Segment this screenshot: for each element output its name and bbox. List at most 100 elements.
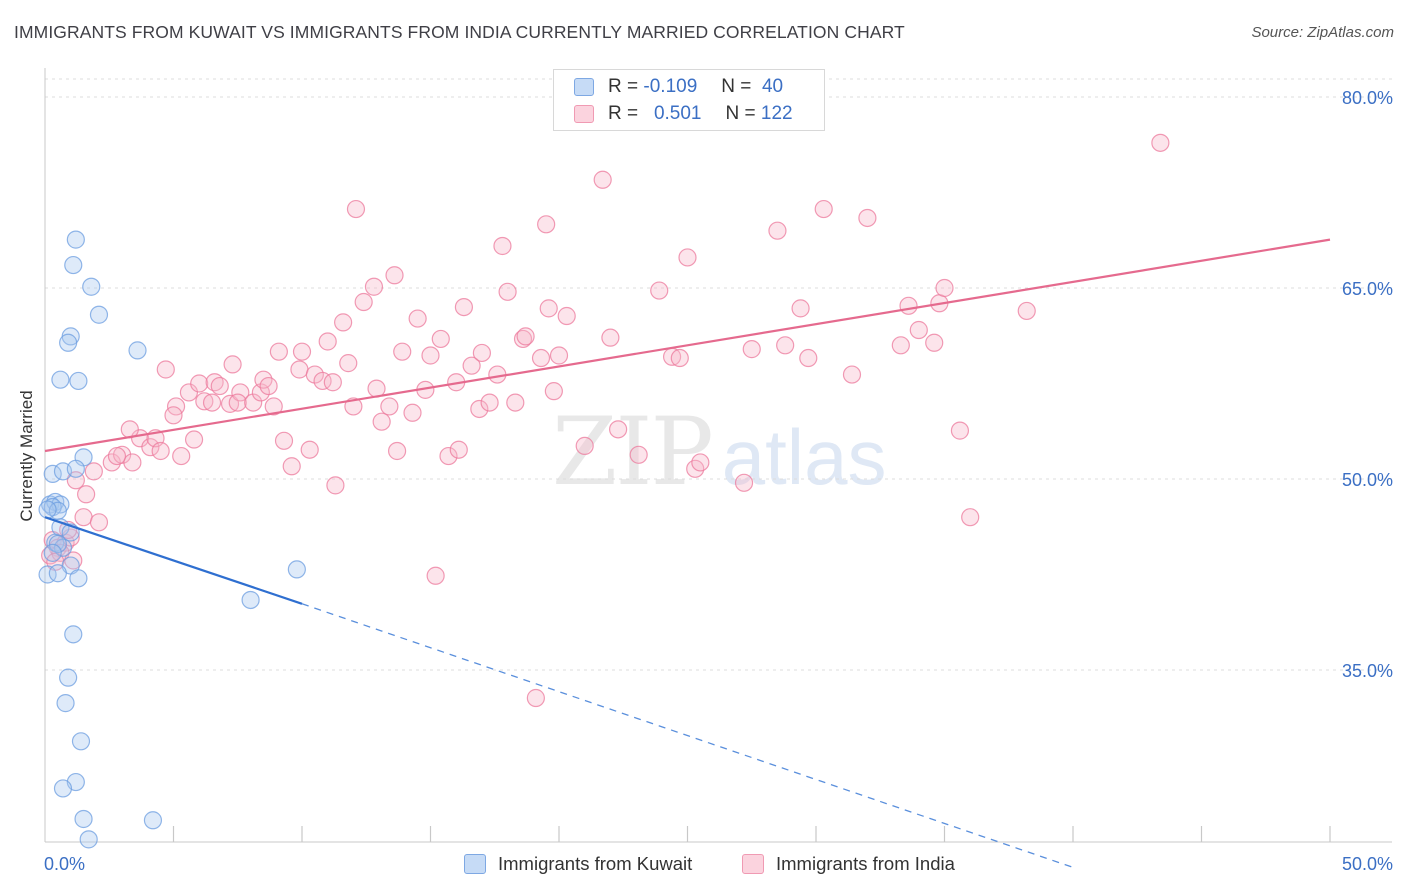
india-point [498, 282, 517, 301]
india-point [842, 365, 862, 384]
india-point [470, 399, 489, 419]
kuwait-point [66, 459, 85, 478]
y-tick-label: 50.0% [1342, 470, 1393, 490]
india-point [742, 340, 761, 359]
india-point [372, 412, 391, 431]
kuwait-point [74, 809, 93, 829]
india-point [77, 485, 96, 504]
india-point [691, 453, 710, 472]
india-point [539, 299, 558, 318]
legend-swatch-kuwait [574, 78, 594, 96]
india-point [961, 508, 980, 527]
legend-n-value: 122 [760, 103, 793, 124]
india-point [89, 513, 109, 532]
legend-r-label: R = [608, 76, 639, 97]
legend-n-value: 40 [761, 76, 784, 97]
kuwait-trend-line [44, 516, 303, 605]
india-point [925, 333, 944, 352]
kuwait-point [38, 500, 57, 519]
india-point [493, 236, 512, 256]
bottom-legend-swatch-kuwait [464, 854, 486, 874]
kuwait-point [143, 811, 163, 830]
india-point [387, 441, 407, 461]
india-point [531, 348, 551, 368]
chart-title: IMMIGRANTS FROM KUWAIT VS IMMIGRANTS FRO… [14, 22, 905, 42]
india-point [326, 476, 345, 495]
india-point [190, 374, 209, 393]
india-point [64, 551, 83, 570]
india-point [385, 266, 404, 285]
kuwait-point [69, 371, 88, 391]
legend-r-value: -0.109 [643, 76, 698, 97]
kuwait-point [59, 668, 78, 687]
source-credit: Source: ZipAtlas.com [1251, 24, 1394, 41]
bottom-legend-kuwait: Immigrants from Kuwait [464, 851, 692, 877]
bottom-legend-label-india: Immigrants from India [776, 853, 955, 874]
india-point [408, 309, 427, 328]
y-tick-label: 80.0% [1342, 88, 1393, 108]
india-point [768, 221, 787, 240]
india-point [403, 403, 422, 422]
legend-row-india: R = 0.501 N = 122 [574, 102, 793, 126]
legend-r-label: R = [608, 103, 639, 124]
kuwait-point [48, 564, 67, 583]
india-point [609, 420, 628, 439]
kuwait-point [43, 543, 62, 562]
india-point [449, 440, 468, 459]
india-point [899, 296, 918, 315]
x-tick-label: 0.0% [44, 854, 85, 874]
india-point [537, 215, 556, 234]
bottom-legend-swatch-india [742, 854, 764, 874]
kuwait-point [128, 341, 147, 360]
kuwait-point [66, 230, 85, 249]
india-point [935, 278, 954, 298]
india-point [670, 348, 689, 368]
india-point [650, 281, 669, 300]
kuwait-point [56, 694, 75, 713]
india-point [480, 393, 499, 412]
india-point [549, 346, 569, 365]
india-point [439, 446, 458, 466]
india-point [292, 342, 312, 361]
india-point [858, 208, 877, 228]
india-point [891, 336, 910, 355]
india-point [74, 508, 93, 527]
india-point [334, 313, 353, 332]
kuwait-point [69, 569, 88, 588]
india-point [593, 170, 612, 189]
kuwait-point [71, 732, 91, 751]
legend-n-label: N = [725, 103, 756, 124]
india-point [244, 393, 263, 412]
india-point [364, 277, 384, 296]
india-point [380, 397, 399, 416]
india-point [228, 393, 247, 412]
india-point [1151, 133, 1170, 152]
kuwait-point [64, 625, 83, 644]
india-point [1017, 301, 1036, 321]
india-point [472, 343, 491, 363]
india-point [84, 462, 103, 481]
india-point [426, 566, 445, 585]
india-point [776, 336, 795, 355]
kuwait-point [241, 590, 260, 610]
kuwait-point [59, 333, 78, 352]
india-point [909, 320, 928, 340]
india-point [184, 430, 204, 449]
kuwait-point [82, 277, 101, 296]
india-point [557, 306, 576, 326]
india-point [123, 453, 142, 472]
india-point [264, 397, 283, 416]
india-point [544, 382, 563, 401]
india-point [259, 376, 278, 396]
india-point [431, 329, 450, 349]
india-point [223, 355, 242, 374]
india-point [393, 342, 412, 361]
legend-r-value: 0.501 [653, 103, 702, 124]
india-point [274, 431, 294, 450]
kuwait-trend-projection [301, 603, 1074, 868]
india-point [346, 199, 366, 219]
india-point [107, 446, 127, 466]
india-point [421, 346, 440, 365]
india-point [141, 438, 160, 457]
